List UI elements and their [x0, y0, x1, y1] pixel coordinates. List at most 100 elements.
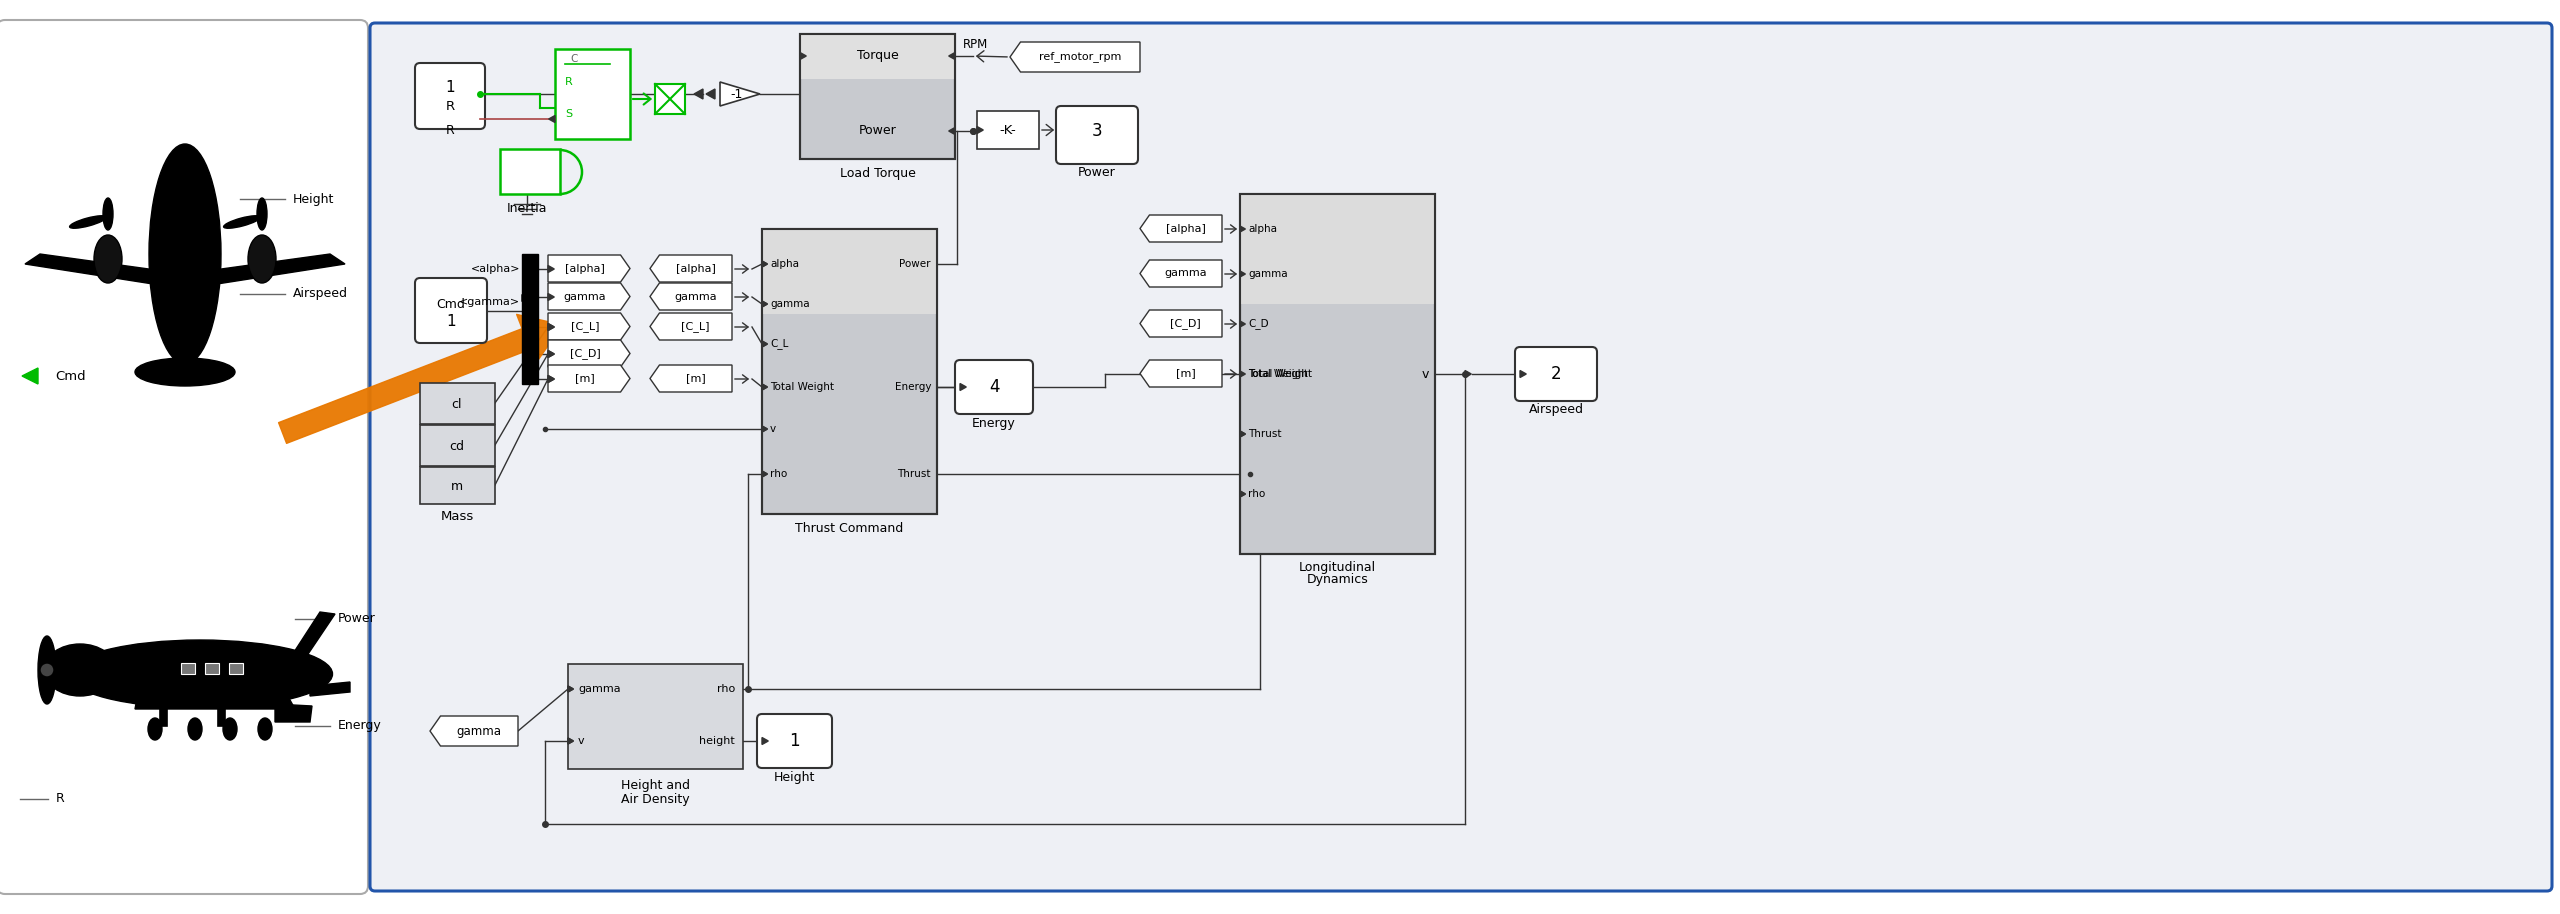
Polygon shape: [1239, 491, 1244, 497]
Bar: [218, 706, 225, 726]
Text: v: v: [771, 424, 776, 434]
Text: Energy: Energy: [893, 382, 932, 392]
Ellipse shape: [102, 198, 113, 230]
Text: gamma: gamma: [579, 684, 620, 694]
Text: cd: cd: [451, 440, 463, 452]
Polygon shape: [1139, 360, 1221, 387]
Text: C: C: [571, 54, 579, 64]
Text: gamma: gamma: [771, 299, 809, 309]
Bar: [182, 663, 195, 674]
Polygon shape: [1011, 42, 1139, 72]
Text: Load Torque: Load Torque: [840, 166, 916, 179]
Text: [C_D]: [C_D]: [568, 348, 599, 359]
Bar: [159, 706, 166, 726]
Polygon shape: [548, 350, 556, 357]
Text: RPM: RPM: [963, 37, 988, 50]
Ellipse shape: [148, 718, 161, 740]
Polygon shape: [1139, 260, 1221, 287]
Polygon shape: [763, 384, 768, 390]
Ellipse shape: [95, 235, 123, 283]
Polygon shape: [274, 704, 312, 722]
Text: Thrust: Thrust: [1249, 429, 1283, 439]
Polygon shape: [763, 471, 768, 477]
FancyBboxPatch shape: [1516, 347, 1597, 401]
Text: [C_L]: [C_L]: [571, 321, 599, 332]
Polygon shape: [548, 324, 556, 331]
Bar: [522, 254, 538, 384]
Text: Energy: Energy: [973, 417, 1016, 430]
Bar: [763, 229, 937, 314]
Text: 1: 1: [445, 314, 456, 330]
Text: [alpha]: [alpha]: [1165, 224, 1206, 233]
Text: R: R: [445, 123, 453, 136]
Text: C_L: C_L: [771, 338, 788, 349]
Text: Power: Power: [1078, 166, 1116, 179]
Text: Energy: Energy: [338, 719, 381, 732]
Bar: [568, 664, 742, 769]
Polygon shape: [184, 254, 346, 289]
Polygon shape: [522, 294, 527, 302]
Polygon shape: [1139, 310, 1221, 337]
Text: Power: Power: [858, 124, 896, 137]
Polygon shape: [548, 324, 556, 331]
Ellipse shape: [69, 216, 108, 228]
Polygon shape: [650, 255, 732, 282]
Polygon shape: [568, 686, 573, 692]
Ellipse shape: [223, 718, 238, 740]
Polygon shape: [950, 127, 955, 134]
Text: ref_motor_rpm: ref_motor_rpm: [1039, 51, 1121, 62]
Text: Airspeed: Airspeed: [292, 288, 348, 301]
Text: gamma: gamma: [456, 725, 502, 738]
Polygon shape: [548, 376, 556, 382]
Polygon shape: [548, 340, 630, 367]
Text: Thrust Command: Thrust Command: [796, 522, 904, 535]
Polygon shape: [650, 283, 732, 310]
Polygon shape: [1239, 491, 1244, 497]
Text: height: height: [699, 736, 735, 746]
Ellipse shape: [41, 663, 54, 677]
Text: [m]: [m]: [1175, 368, 1196, 378]
Text: [alpha]: [alpha]: [676, 263, 717, 273]
Bar: [556, 49, 630, 139]
Text: R: R: [445, 100, 456, 112]
Polygon shape: [1239, 271, 1244, 277]
Polygon shape: [548, 293, 556, 301]
Polygon shape: [284, 612, 335, 669]
Polygon shape: [568, 686, 573, 692]
FancyBboxPatch shape: [0, 20, 369, 894]
Bar: [799, 34, 955, 79]
Ellipse shape: [187, 718, 202, 740]
Text: rho: rho: [717, 684, 735, 694]
Ellipse shape: [256, 198, 266, 230]
Text: rho: rho: [1249, 489, 1265, 499]
Polygon shape: [763, 426, 768, 432]
Ellipse shape: [223, 216, 261, 228]
Bar: [420, 467, 494, 504]
Ellipse shape: [38, 636, 56, 704]
Polygon shape: [548, 283, 630, 310]
Text: -1: -1: [730, 88, 742, 101]
Polygon shape: [548, 265, 556, 272]
Text: Cmd: Cmd: [438, 297, 466, 311]
Text: C_D: C_D: [1249, 319, 1270, 329]
Polygon shape: [548, 115, 556, 122]
Text: Longitudinal: Longitudinal: [1298, 561, 1377, 575]
Text: Dynamics: Dynamics: [1306, 573, 1370, 587]
Ellipse shape: [248, 235, 276, 283]
Polygon shape: [799, 52, 806, 59]
Ellipse shape: [174, 323, 197, 375]
Bar: [499, 149, 561, 194]
Text: Airspeed: Airspeed: [1528, 403, 1585, 417]
Text: v: v: [1421, 367, 1428, 380]
Bar: [799, 34, 955, 159]
FancyArrowPatch shape: [279, 314, 563, 443]
Polygon shape: [26, 254, 184, 289]
Polygon shape: [1521, 370, 1526, 377]
Polygon shape: [136, 682, 294, 709]
Text: Power: Power: [338, 612, 376, 625]
Bar: [1239, 194, 1436, 554]
Polygon shape: [763, 341, 768, 347]
FancyBboxPatch shape: [371, 23, 2552, 891]
Polygon shape: [1239, 226, 1244, 232]
Polygon shape: [1239, 431, 1244, 437]
